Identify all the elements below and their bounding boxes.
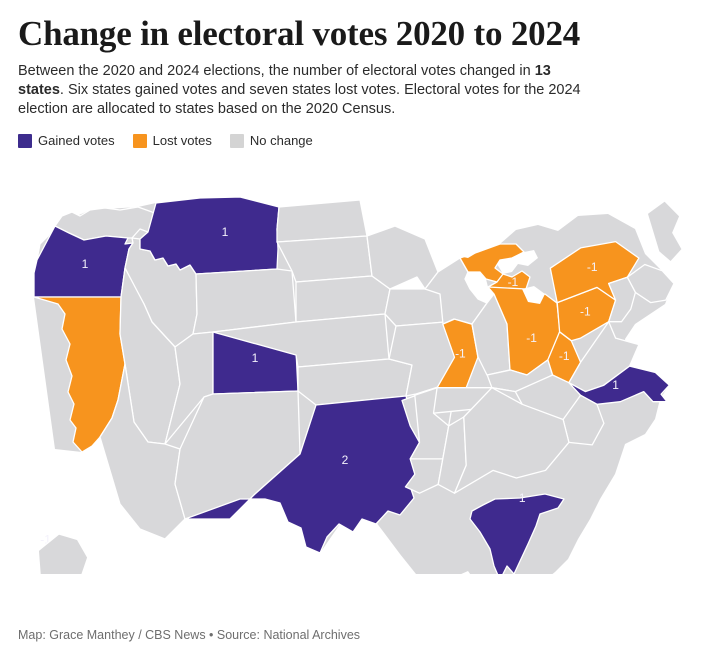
svg-text:-1: -1 — [580, 304, 591, 318]
svg-text:2: 2 — [342, 453, 349, 467]
svg-text:1: 1 — [519, 491, 526, 505]
svg-text:1: 1 — [612, 378, 619, 392]
svg-text:-1: -1 — [455, 346, 466, 360]
svg-text:1: 1 — [222, 225, 229, 239]
svg-text:-1: -1 — [559, 349, 570, 363]
svg-text:-1: -1 — [508, 275, 519, 289]
svg-text:-1: -1 — [526, 331, 537, 345]
svg-text:1: 1 — [82, 257, 89, 271]
svg-text:1: 1 — [252, 351, 259, 365]
svg-text:-1: -1 — [587, 260, 598, 274]
